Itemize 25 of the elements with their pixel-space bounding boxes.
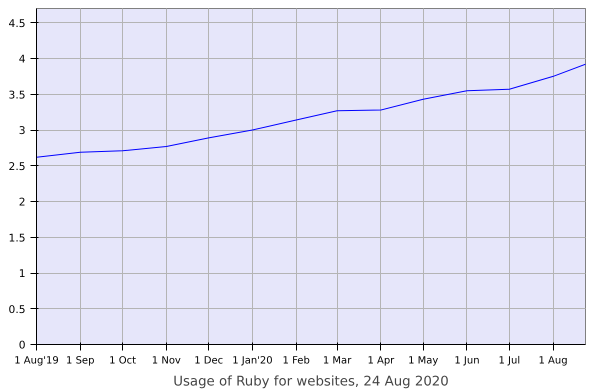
x-tick-label: 1 Aug'19 [14,356,59,366]
y-tick-label: 3 [18,124,26,138]
x-tick-label: 1 Jul [498,356,520,366]
y-tick-label: 0.5 [8,302,26,316]
y-tick-label: 2.5 [8,160,26,173]
x-tick-label: 1 Mar [322,356,352,366]
x-tick-label: 1 Sep [66,356,94,366]
y-tick-label: 0 [18,338,26,352]
y-tick-label: 1 [18,267,26,280]
x-tick-label: 1 Apr [367,356,396,366]
x-tick-label: 1 Aug [538,356,568,366]
x-tick-label: 1 Nov [152,356,181,366]
x-tick-label: 1 Jun [454,356,480,366]
y-tick-label: 3.5 [8,88,26,102]
x-tick-label: 1 Dec [194,356,224,366]
x-tick-label: 1 Oct [109,356,136,366]
line-series [36,64,586,158]
y-tick-label: 1.5 [8,231,26,244]
x-tick-label: 1 Jan'20 [232,356,273,366]
x-tick-label: 1 Feb [282,356,310,366]
y-tick-label: 4 [18,52,26,66]
y-tick-label: 2 [18,196,26,209]
x-tick-label: 1 May [408,356,438,366]
x-axis-title: Usage of Ruby for websites, 24 Aug 2020 [173,374,449,390]
y-tick-label: 4.5 [8,16,26,30]
